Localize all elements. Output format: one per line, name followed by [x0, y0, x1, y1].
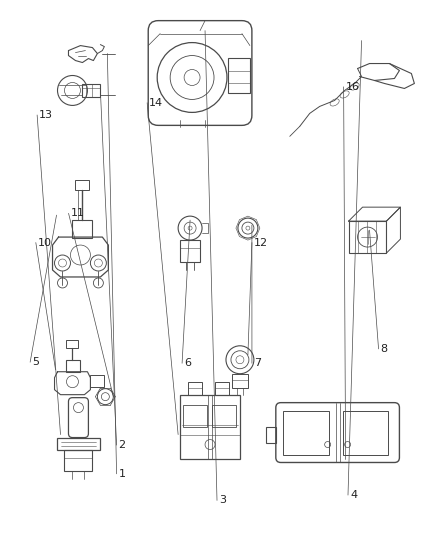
Text: 12: 12	[254, 238, 268, 247]
Text: 1: 1	[119, 469, 126, 479]
Text: 3: 3	[219, 495, 226, 505]
Text: 6: 6	[184, 358, 191, 368]
Text: 10: 10	[38, 238, 52, 247]
Text: 4: 4	[350, 490, 357, 500]
Text: 8: 8	[381, 344, 388, 354]
Text: 2: 2	[119, 440, 126, 450]
Text: 16: 16	[346, 82, 360, 92]
Text: 13: 13	[39, 110, 53, 120]
Text: 14: 14	[149, 98, 163, 108]
Text: 5: 5	[32, 357, 39, 367]
Text: 11: 11	[71, 208, 85, 219]
Text: 7: 7	[254, 358, 261, 368]
